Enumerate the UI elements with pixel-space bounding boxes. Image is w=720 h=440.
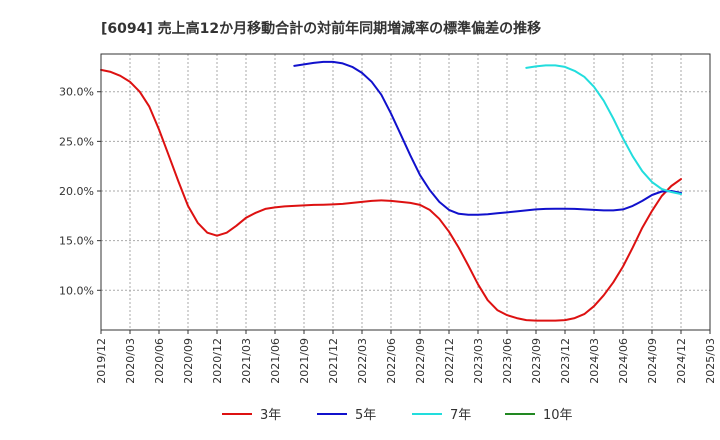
y-tick-label: 25.0%	[59, 135, 94, 148]
x-tick-label: 2023/03	[472, 338, 485, 384]
plot-area	[101, 54, 710, 330]
legend-label-2: 7年	[450, 408, 471, 423]
x-tick-label: 2024/09	[646, 338, 659, 384]
x-tick-label: 2023/06	[501, 338, 514, 384]
x-tick-label: 2020/06	[153, 338, 166, 384]
x-tick-label: 2021/06	[269, 338, 282, 384]
x-tick-label: 2023/09	[530, 338, 543, 384]
x-tick-label: 2020/09	[182, 338, 195, 384]
x-tick-label: 2020/03	[124, 338, 137, 384]
legend-label-1: 5年	[355, 408, 376, 423]
y-tick-label: 15.0%	[59, 235, 94, 248]
y-tick-label: 20.0%	[59, 185, 94, 198]
legend-label-0: 3年	[260, 408, 281, 423]
x-tick-label: 2024/06	[617, 338, 630, 384]
x-tick-label: 2022/09	[414, 338, 427, 384]
x-tick-label: 2022/12	[443, 338, 456, 384]
x-tick-label: 2020/12	[211, 338, 224, 384]
y-tick-label: 10.0%	[59, 284, 94, 297]
plot-frame	[100, 53, 711, 331]
series-line-2	[525, 64, 682, 195]
x-tick-label: 2023/12	[559, 338, 572, 384]
series-lines	[100, 60, 682, 322]
y-axis-ticks: 10.0% 15.0% 20.0% 25.0% 30.0%	[59, 86, 101, 297]
x-tick-label: 2019/12	[95, 338, 108, 384]
y-tick-label: 30.0%	[59, 86, 94, 99]
legend-label-3: 10年	[543, 408, 573, 423]
x-tick-label: 2022/03	[356, 338, 369, 384]
series-line-1	[293, 60, 682, 216]
x-tick-label: 2021/03	[240, 338, 253, 384]
legend: 3年 5年 7年 10年	[222, 408, 573, 423]
x-axis-ticks: 2019/12 2020/03 2020/06 2020/09 2020/12 2021/…	[95, 330, 717, 384]
x-tick-label: 2021/12	[327, 338, 340, 384]
chart-title: [6094] 売上高12か月移動合計の対前年同期増減率の標準偏差の推移	[101, 20, 541, 37]
x-tick-label: 2024/12	[675, 338, 688, 384]
x-tick-label: 2021/09	[298, 338, 311, 384]
x-tick-label: 2024/03	[588, 338, 601, 384]
series-line-0	[100, 68, 682, 322]
x-tick-label: 2022/06	[385, 338, 398, 384]
x-tick-label: 2025/03	[704, 338, 717, 384]
